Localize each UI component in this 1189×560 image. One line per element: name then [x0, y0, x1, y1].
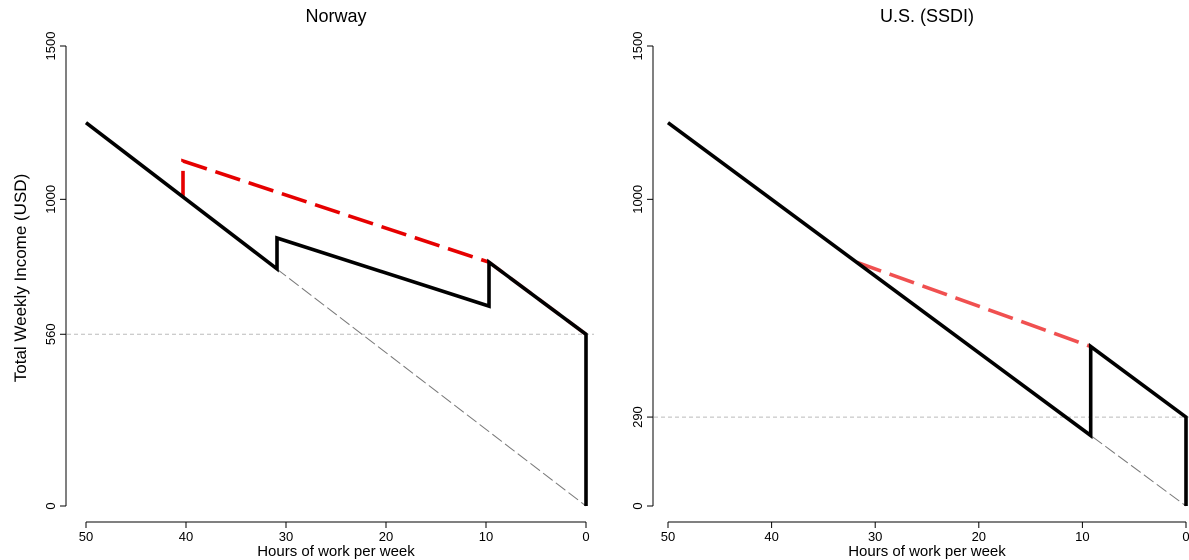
x-tick-label: 50 — [79, 529, 93, 544]
x-tick-label: 0 — [582, 529, 589, 544]
y-axis-title: Total Weekly Income (USD) — [11, 174, 30, 382]
x-axis-title: Hours of work per week — [848, 543, 1006, 560]
x-axis-title: Hours of work per week — [257, 543, 415, 560]
x-tick-label: 10 — [479, 529, 493, 544]
y-tick-label: 1000 — [630, 185, 645, 214]
y-tick-label: 560 — [43, 323, 58, 345]
y-tick-label: 0 — [43, 502, 58, 509]
chart-title: Norway — [305, 6, 366, 26]
x-tick-label: 0 — [1182, 529, 1189, 544]
x-tick-label: 10 — [1075, 529, 1089, 544]
chart-title: U.S. (SSDI) — [880, 6, 974, 26]
x-tick-label: 30 — [868, 529, 882, 544]
x-tick-label: 50 — [661, 529, 675, 544]
series-line-solid-thick-black — [666, 121, 1188, 506]
y-tick-label: 1500 — [630, 32, 645, 61]
x-tick-label: 40 — [179, 529, 193, 544]
panel-norway: Norway 0 560 1000 1500 50 40 30 20 10 0 Hours of wo… — [43, 6, 594, 560]
y-tick-label: 290 — [630, 406, 645, 428]
series-line-dashed-thick-red — [855, 260, 1092, 349]
series-line-solid-thick-black — [84, 121, 588, 506]
panel-us-ssdi: U.S. (SSDI) 0 290 1000 1500 50 40 30 20 10 0 Hours … — [630, 6, 1189, 560]
series-line-dashed-thick-red — [181, 158, 588, 336]
y-tick-label: 1000 — [43, 185, 58, 214]
x-tick-label: 20 — [972, 529, 986, 544]
y-tick-label: 0 — [630, 502, 645, 509]
x-tick-label: 30 — [279, 529, 293, 544]
y-tick-label: 1500 — [43, 32, 58, 61]
x-tick-label: 40 — [764, 529, 778, 544]
x-tick-label: 20 — [379, 529, 393, 544]
